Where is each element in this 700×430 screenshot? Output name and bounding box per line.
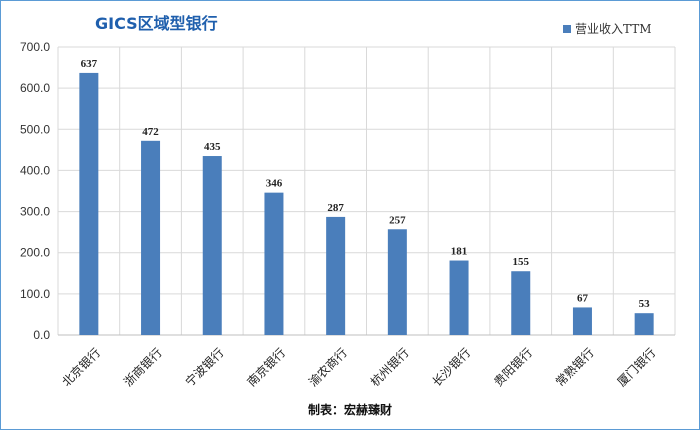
data-label: 637: [81, 58, 98, 70]
x-tick-label: 厦门银行: [614, 345, 659, 390]
y-tick-label: 200.0: [20, 246, 50, 260]
data-label: 472: [142, 126, 159, 138]
bar: [264, 192, 284, 335]
data-label: 435: [204, 141, 221, 153]
bar: [141, 140, 161, 335]
x-tick-label: 长沙银行: [430, 345, 474, 389]
data-label: 287: [327, 202, 344, 214]
bar: [79, 72, 99, 336]
y-tick-label: 700.0: [20, 40, 50, 54]
y-tick-label: 500.0: [20, 122, 50, 136]
data-label: 346: [266, 178, 283, 190]
y-tick-label: 400.0: [20, 163, 50, 177]
data-label: 53: [639, 298, 651, 310]
data-label: 181: [451, 246, 468, 258]
bar: [572, 307, 592, 335]
legend-label: 营业收入TTM: [575, 22, 652, 36]
source-credit: 制表：宏赫臻财: [307, 403, 392, 417]
bar: [202, 156, 222, 335]
x-tick-label: 南京银行: [244, 345, 289, 390]
chart-legend: 营业收入TTM: [563, 20, 652, 37]
x-tick-label: 宁波银行: [182, 345, 227, 390]
x-tick-label: 常熟银行: [552, 345, 597, 390]
bar: [449, 260, 469, 335]
x-tick-label: 渝农商行: [305, 345, 350, 390]
bar: [511, 271, 531, 335]
chart-title: GICS区域型银行: [95, 14, 218, 33]
x-tick-label: 杭州银行: [367, 345, 412, 390]
y-tick-label: 100.0: [20, 287, 50, 301]
bar: [634, 313, 654, 335]
y-tick-label: 600.0: [20, 81, 50, 95]
x-tick-label: 北京银行: [59, 345, 103, 389]
x-tick-label: 浙商银行: [120, 345, 165, 390]
bar: [326, 216, 346, 335]
bar: [387, 229, 407, 335]
x-tick-label: 贵阳银行: [491, 345, 535, 389]
legend-swatch: [563, 24, 571, 33]
y-tick-label: 300.0: [20, 205, 50, 219]
data-label: 67: [577, 292, 589, 304]
data-label: 155: [513, 256, 530, 268]
y-tick-label: 0.0: [33, 328, 50, 342]
data-label: 257: [389, 214, 406, 226]
